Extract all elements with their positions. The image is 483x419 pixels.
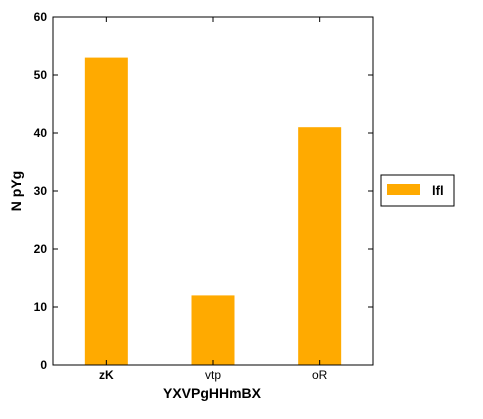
legend-swatch <box>387 184 420 195</box>
y-axis-label: N pYg <box>8 171 24 211</box>
y-tick-label: 50 <box>34 68 48 82</box>
y-tick-label: 40 <box>34 126 48 140</box>
y-tick-label: 20 <box>34 242 48 256</box>
legend-label: lfl <box>432 183 444 198</box>
plot-area: zK vtp oR 0 10 20 30 40 50 60 <box>34 10 374 382</box>
legend: lfl <box>380 174 455 207</box>
plot-frame <box>52 16 374 366</box>
y-tick-label: 60 <box>34 10 48 24</box>
y-tick-label: 0 <box>40 358 47 372</box>
y-tick-label: 30 <box>34 184 48 198</box>
x-axis-label: YXVPgHHmBX <box>163 385 262 401</box>
x-tick-label: zK <box>99 368 114 382</box>
bar <box>298 127 342 365</box>
bar <box>191 295 235 365</box>
y-tick-label: 10 <box>34 300 48 314</box>
bar <box>84 57 128 365</box>
x-tick-label: vtp <box>205 368 221 382</box>
x-tick-label: oR <box>312 368 328 382</box>
